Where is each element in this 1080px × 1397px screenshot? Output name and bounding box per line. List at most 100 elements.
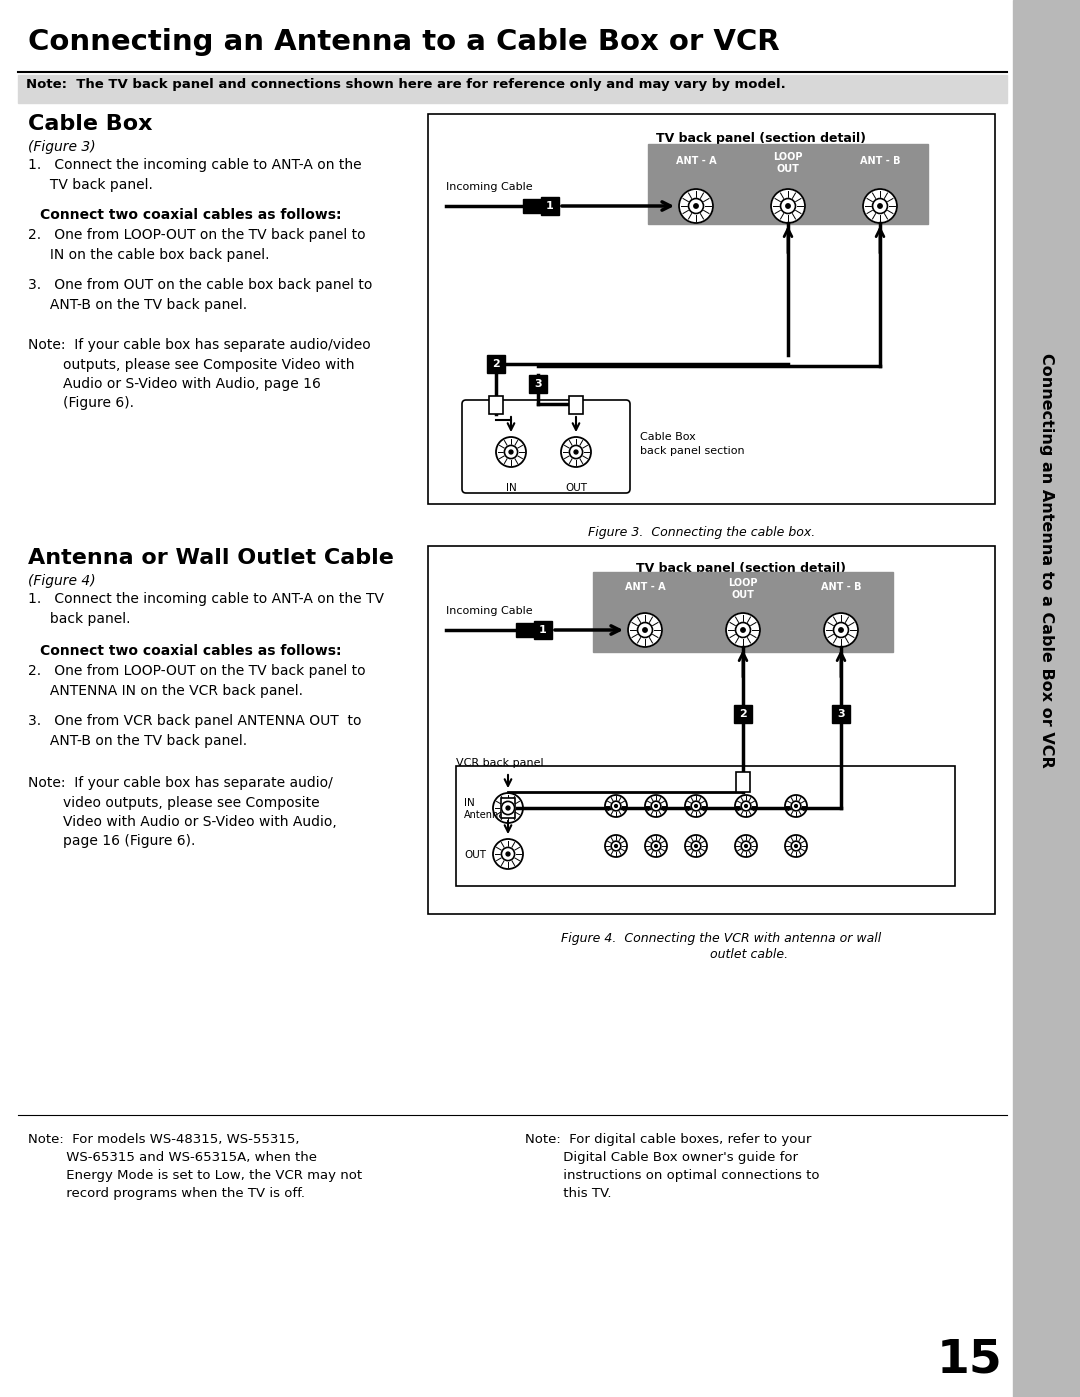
Text: Connect two coaxial cables as follows:: Connect two coaxial cables as follows: [40,208,341,222]
Text: ANT - B: ANT - B [821,583,861,592]
Circle shape [785,795,807,817]
Bar [593,571,893,652]
Circle shape [863,189,897,224]
Circle shape [507,806,510,810]
Text: Antenna: Antenna [464,810,505,820]
Text: OUT: OUT [777,163,799,175]
Text: ANT - A: ANT - A [676,156,716,166]
Circle shape [781,198,796,214]
Circle shape [786,204,791,208]
Text: 3: 3 [535,379,542,388]
Circle shape [605,835,627,856]
Text: outlet cable.: outlet cable. [654,949,788,961]
Circle shape [492,793,523,823]
Circle shape [741,841,751,851]
Circle shape [691,841,701,851]
Circle shape [679,189,713,224]
Bar [428,115,995,504]
Text: ANT - B: ANT - B [860,156,901,166]
Circle shape [839,627,843,633]
Circle shape [792,841,801,851]
Circle shape [795,845,797,848]
Circle shape [561,437,591,467]
Circle shape [605,795,627,817]
Bar [18,75,1007,103]
Text: (Figure 4): (Figure 4) [28,574,96,588]
Text: Note:  For models WS-48315, WS-55315,
         WS-65315 and WS-65315A, when the
: Note: For models WS-48315, WS-55315, WS-… [28,1133,362,1200]
Circle shape [645,835,667,856]
Circle shape [569,446,582,458]
Circle shape [507,852,510,856]
Text: 3.   One from VCR back panel ANTENNA OUT  to
     ANT-B on the TV back panel.: 3. One from VCR back panel ANTENNA OUT t… [28,714,362,747]
Text: OUT: OUT [464,849,486,861]
Circle shape [741,627,745,633]
Bar [541,197,559,215]
Bar [501,798,515,819]
Text: back panel section: back panel section [640,446,744,455]
Text: OUT: OUT [731,590,755,599]
Text: 1: 1 [539,624,546,636]
FancyBboxPatch shape [462,400,630,493]
Circle shape [735,835,757,856]
Bar [648,144,928,224]
Text: Connect two coaxial cables as follows:: Connect two coaxial cables as follows: [40,644,341,658]
Text: Note:  If your cable box has separate audio/
        video outputs, please see C: Note: If your cable box has separate aud… [28,775,337,848]
Circle shape [689,198,703,214]
Circle shape [726,613,760,647]
Text: LOOP: LOOP [728,578,758,588]
Bar [569,395,583,414]
Text: TV back panel (section detail): TV back panel (section detail) [657,131,866,145]
Circle shape [615,845,618,848]
Text: IN: IN [505,483,516,493]
Circle shape [834,623,849,637]
Text: Cable Box: Cable Box [640,432,696,441]
Bar [534,622,552,638]
Circle shape [627,613,662,647]
Circle shape [654,845,658,848]
Text: 2.   One from LOOP-OUT on the TV back panel to
     IN on the cable box back pan: 2. One from LOOP-OUT on the TV back pane… [28,228,366,261]
Circle shape [501,802,514,814]
Circle shape [651,800,661,810]
Circle shape [501,848,514,861]
Text: 2: 2 [739,710,747,719]
Text: 2: 2 [492,359,500,369]
Bar [456,766,955,886]
Text: Cable Box: Cable Box [28,115,152,134]
Text: (Figure 3): (Figure 3) [28,140,96,154]
Text: 1.   Connect the incoming cable to ANT-A on the
     TV back panel.: 1. Connect the incoming cable to ANT-A o… [28,158,362,191]
Circle shape [615,805,618,807]
Text: OUT: OUT [565,483,588,493]
Circle shape [492,840,523,869]
Text: Figure 4.  Connecting the VCR with antenna or wall: Figure 4. Connecting the VCR with antenn… [562,932,881,944]
Circle shape [575,450,578,454]
Circle shape [645,795,667,817]
Text: 1: 1 [546,201,554,211]
Circle shape [735,795,757,817]
Bar [487,355,505,373]
Circle shape [685,795,707,817]
Bar [734,705,752,724]
Circle shape [785,835,807,856]
Text: 3: 3 [837,710,845,719]
Circle shape [611,841,621,851]
Bar [489,395,503,414]
Bar [735,773,750,792]
Text: LOOP: LOOP [773,152,802,162]
Circle shape [504,446,517,458]
Circle shape [637,623,652,637]
Text: ANT - A: ANT - A [624,583,665,592]
Circle shape [643,627,647,633]
Bar [1013,0,1080,1397]
Text: TV back panel (section detail): TV back panel (section detail) [636,562,847,576]
Circle shape [735,623,751,637]
Circle shape [795,805,797,807]
Circle shape [651,841,661,851]
Circle shape [792,800,801,810]
Text: Incoming Cable: Incoming Cable [446,182,532,191]
Text: 1.   Connect the incoming cable to ANT-A on the TV
     back panel.: 1. Connect the incoming cable to ANT-A o… [28,592,384,626]
Text: Note:  If your cable box has separate audio/video
        outputs, please see Co: Note: If your cable box has separate aud… [28,338,370,411]
Text: 2.   One from LOOP-OUT on the TV back panel to
     ANTENNA IN on the VCR back p: 2. One from LOOP-OUT on the TV back pane… [28,664,366,697]
Text: 3.   One from OUT on the cable box back panel to
     ANT-B on the TV back panel: 3. One from OUT on the cable box back pa… [28,278,373,312]
Circle shape [878,204,882,208]
Circle shape [496,437,526,467]
